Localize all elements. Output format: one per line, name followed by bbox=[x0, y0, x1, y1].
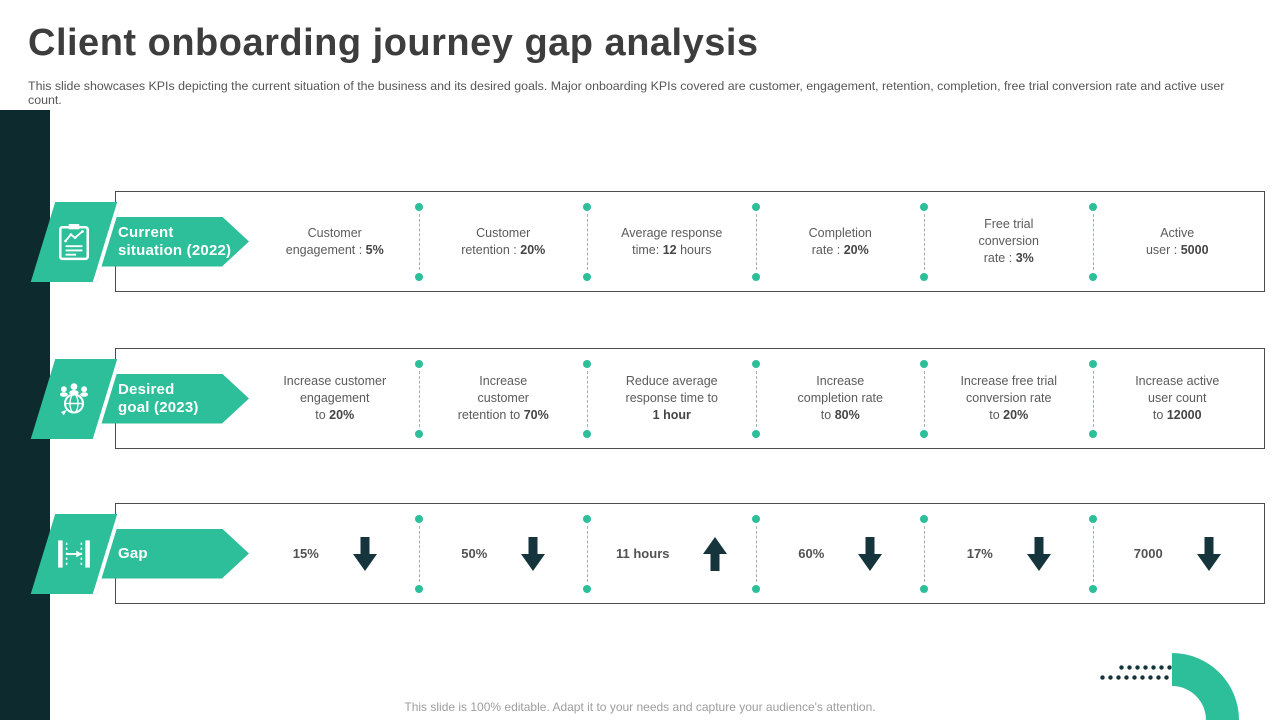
gap-value: 17% bbox=[966, 545, 993, 561]
banner-label-line: goal (2023) bbox=[118, 398, 199, 416]
gap-down-arrow-icon bbox=[352, 536, 377, 571]
banner-label-line: Desired bbox=[118, 380, 175, 398]
kpi-cell: 11 hours bbox=[588, 536, 756, 571]
cell-separator bbox=[583, 514, 591, 593]
kpi-cell: Active user : 5000 bbox=[1145, 225, 1209, 257]
banner-label-line: Gap bbox=[118, 544, 148, 562]
row-current-situation: Current situation (2022) bbox=[30, 191, 1265, 292]
cell-separator bbox=[583, 202, 591, 281]
gap-down-arrow-icon bbox=[1196, 536, 1221, 571]
kpi-cell: Reduce average response time to 1 hour bbox=[625, 374, 718, 422]
kpi-cell: Completion rate : 20% bbox=[808, 225, 872, 257]
slide-subtitle: This slide showcases KPIs depicting the … bbox=[28, 79, 1225, 107]
banner-desired-goal: Desired goal (2023) bbox=[19, 358, 249, 440]
decorative-dots-row bbox=[1100, 675, 1184, 680]
cell-separator bbox=[414, 202, 423, 281]
kpi-cell: 7000 bbox=[1094, 536, 1262, 571]
banner-icon-plate bbox=[30, 201, 122, 282]
gap-value: 15% bbox=[292, 545, 319, 561]
kpi-cell: Increase customer engagement to 20% bbox=[283, 374, 387, 422]
banner-gap: Gap bbox=[19, 513, 249, 595]
kpi-cell: 17% bbox=[925, 536, 1093, 571]
gap-up-arrow-icon bbox=[703, 536, 728, 571]
gap-cells: 15% 50% 11 hours 60% 17% 7000 bbox=[251, 504, 1261, 603]
row-gap: Gap 15% 50% 11 hours 60% 17% 7000 bbox=[30, 503, 1265, 604]
kpi-cell: Increase customer retention to 70% bbox=[457, 374, 549, 422]
team-goal-icon bbox=[56, 382, 92, 416]
decorative-quarter-ring bbox=[1172, 653, 1239, 720]
cell-separator bbox=[751, 359, 760, 438]
kpi-cell: Increase free trial conversion rate to 20% bbox=[960, 374, 1058, 422]
banner-icon-plate bbox=[30, 358, 122, 439]
gap-value: 11 hours bbox=[616, 545, 670, 561]
kpi-cell: Free trial conversion rate : 3% bbox=[978, 217, 1039, 265]
banner-current-situation: Current situation (2022) bbox=[19, 201, 249, 283]
gap-value: 50% bbox=[461, 545, 488, 561]
cell-separator bbox=[1088, 514, 1097, 593]
kpi-cell: 50% bbox=[420, 536, 588, 571]
cell-separator bbox=[414, 359, 423, 438]
cell-separator bbox=[920, 359, 928, 438]
kpi-cell: Customer engagement : 5% bbox=[285, 225, 384, 257]
banner-label-line: Current bbox=[118, 223, 174, 241]
gap-down-arrow-icon bbox=[521, 536, 546, 571]
kpi-cells-desired: Increase customer engagement to 20% Increas… bbox=[251, 349, 1261, 448]
slide-footer-note: This slide is 100% editable. Adapt it to… bbox=[404, 700, 876, 714]
cell-separator bbox=[751, 514, 760, 593]
kpi-cell: Increase completion rate to 80% bbox=[797, 374, 883, 422]
cell-separator bbox=[414, 514, 423, 593]
kpi-cell: 15% bbox=[251, 536, 419, 571]
banner-label-line: situation (2022) bbox=[118, 241, 232, 259]
gap-measure-icon bbox=[57, 539, 91, 569]
cell-separator bbox=[1088, 202, 1097, 281]
clipboard-chart-icon bbox=[58, 223, 90, 261]
gap-value: 60% bbox=[798, 545, 825, 561]
gap-down-arrow-icon bbox=[1026, 536, 1051, 571]
page-title: Client onboarding journey gap analysis bbox=[28, 22, 759, 64]
decorative-dots-row bbox=[1119, 665, 1203, 670]
banner-arrow: Desired goal (2023) bbox=[83, 374, 249, 424]
cell-separator bbox=[920, 514, 928, 593]
kpi-cell: Average response time: 12 hours bbox=[621, 225, 723, 257]
banner-icon-plate bbox=[30, 513, 122, 594]
cell-separator bbox=[1088, 359, 1097, 438]
cell-separator bbox=[583, 359, 591, 438]
kpi-cells-current: Customer engagement : 5% Customer retention… bbox=[251, 192, 1261, 291]
gap-value: 7000 bbox=[1133, 545, 1163, 561]
gap-down-arrow-icon bbox=[858, 536, 883, 571]
row-desired-goal: Desired goal (2023) bbox=[30, 348, 1265, 449]
kpi-cell: Increase active user count to 12000 bbox=[1135, 374, 1220, 422]
cell-separator bbox=[920, 202, 928, 281]
kpi-cell: Customer retention : 20% bbox=[461, 225, 546, 257]
cell-separator bbox=[751, 202, 760, 281]
kpi-cell: 60% bbox=[757, 536, 925, 571]
